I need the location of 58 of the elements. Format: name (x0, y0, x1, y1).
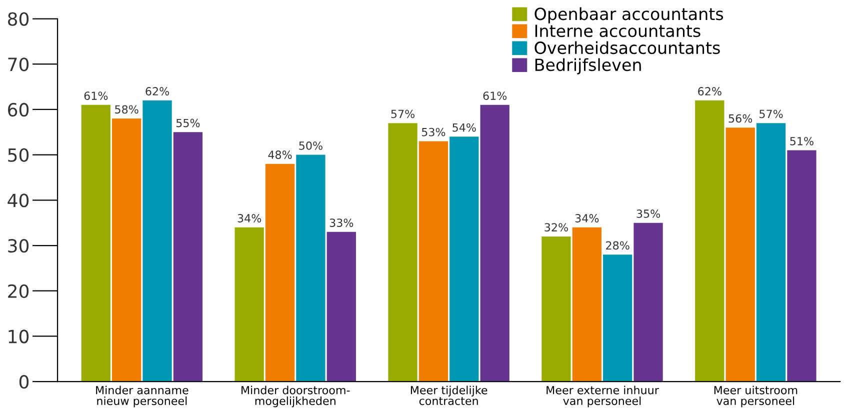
x-tick-label: Meer uitstroom van personeel (714, 386, 798, 408)
bar (388, 123, 418, 382)
x-tick-label: Meer tijdelijke contracten (410, 386, 488, 406)
bar (265, 164, 295, 382)
data-label: 28% (606, 241, 630, 250)
y-tick-label: 40 (8, 194, 29, 208)
data-label: 56% (728, 114, 752, 123)
data-label: 32% (544, 223, 568, 232)
data-label: 51% (790, 136, 814, 146)
bar (112, 118, 142, 382)
bar (81, 104, 110, 382)
y-tick-label: 50 (8, 148, 29, 162)
bar (542, 236, 571, 382)
bar (234, 227, 264, 382)
bar (634, 222, 663, 382)
data-label: 34% (238, 214, 262, 222)
data-label: 55% (176, 118, 200, 128)
bar (756, 123, 786, 382)
bar (572, 227, 602, 382)
y-tick-label: 80 (8, 12, 29, 26)
bar (726, 128, 755, 382)
y-tick-label: 10 (8, 330, 29, 344)
y-tick-label: 30 (8, 238, 29, 253)
data-label: 62% (698, 87, 722, 96)
x-tick-label: Meer externe inhuur van personeel (546, 386, 659, 408)
data-label: 62% (146, 87, 169, 96)
x-tick-label: Minder aanname nieuw personeel (96, 386, 188, 408)
data-label: 61% (483, 92, 507, 100)
bar (480, 104, 510, 382)
bar (450, 136, 479, 382)
data-label: 34% (575, 214, 599, 222)
data-label: 33% (330, 218, 354, 227)
bar (418, 141, 448, 382)
data-label: 58% (115, 105, 138, 114)
legend-label: Bedrijfsleven (535, 58, 641, 74)
bar (695, 100, 724, 382)
y-tick-label: 70 (8, 58, 29, 72)
bar (326, 232, 356, 382)
data-label: 50% (299, 141, 322, 150)
y-tick-label: 60 (8, 102, 29, 117)
bar (603, 254, 632, 382)
bar (142, 100, 172, 382)
data-label: 35% (636, 210, 660, 218)
data-label: 61% (84, 92, 108, 100)
data-label: 48% (268, 150, 292, 159)
data-label: 57% (391, 110, 415, 118)
data-label: 54% (452, 123, 476, 132)
bar (296, 154, 326, 382)
legend-label: Interne accountants (535, 24, 700, 38)
data-label: 57% (760, 110, 783, 118)
bar (787, 150, 816, 382)
legend-label: Openbaar accountants (534, 7, 724, 24)
bar (173, 132, 203, 382)
legend-label: Overheidsaccountants (534, 41, 720, 54)
y-tick-label: 0 (19, 375, 29, 389)
y-tick-label: 20 (8, 284, 29, 298)
x-tick-label: Minder doorstroom- mogelijkheden (242, 386, 350, 408)
data-label: 53% (422, 128, 446, 136)
